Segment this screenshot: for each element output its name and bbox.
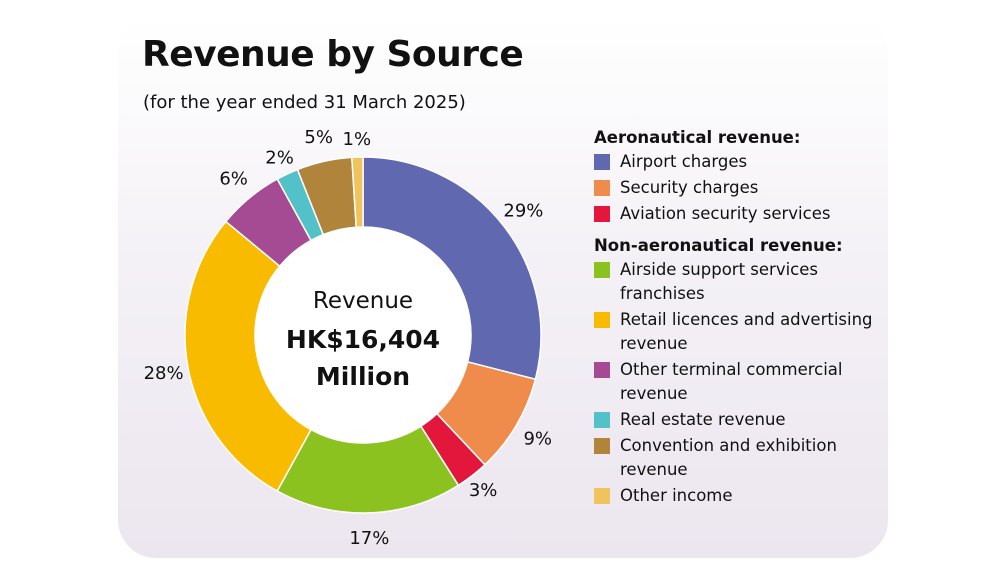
legend-label: Other income (620, 486, 733, 505)
legend-swatch (594, 312, 610, 328)
legend-item: Retail licences and advertising revenue (594, 308, 884, 356)
center-line-2: HK$16,404 (286, 325, 440, 354)
legend-swatch (594, 180, 610, 196)
legend-label: Retail licences and advertising revenue (620, 310, 873, 353)
legend-label: Convention and exhibition revenue (620, 436, 837, 479)
legend-label: Aviation security services (620, 204, 831, 223)
legend-item: Other income (594, 484, 884, 508)
legend-label: Airport charges (620, 152, 748, 171)
legend-swatch (594, 488, 610, 504)
legend: Aeronautical revenue: Airport charges Secu… (594, 126, 884, 510)
slice-label-2: 3% (469, 480, 498, 501)
legend-group-title: Aeronautical revenue: (594, 128, 801, 147)
slice-label-0: 29% (503, 201, 543, 222)
legend-item: Security charges (594, 176, 884, 200)
legend-item: Airside support services franchises (594, 258, 884, 306)
legend-label: Airside support services franchises (620, 260, 818, 303)
slice-label-8: 1% (343, 129, 372, 150)
slice-label-1: 9% (523, 428, 552, 449)
slice-label-4: 28% (144, 363, 184, 384)
legend-item: Airport charges (594, 150, 884, 174)
chart-subtitle: (for the year ended 31 March 2025) (143, 92, 466, 113)
legend-item: Convention and exhibition revenue (594, 434, 884, 482)
legend-group-title: Non-aeronautical revenue: (594, 236, 843, 255)
donut-hole (255, 227, 471, 443)
legend-label: Real estate revenue (620, 410, 786, 429)
slice-label-3: 17% (349, 528, 389, 549)
legend-item: Other terminal commercial revenue (594, 358, 884, 406)
legend-item: Real estate revenue (594, 408, 884, 432)
center-line-1: Revenue (313, 288, 413, 314)
center-line-3: Million (316, 362, 410, 391)
slice-label-7: 5% (304, 127, 333, 148)
center-text: Revenue HK$16,404 Million (286, 288, 440, 391)
legend-group-0: Aeronautical revenue: Airport charges Secu… (594, 126, 884, 226)
chart-title: Revenue by Source (142, 34, 524, 75)
legend-label: Other terminal commercial revenue (620, 360, 843, 403)
legend-group-1: Non-aeronautical revenue: Airside support… (594, 234, 884, 508)
legend-label: Security charges (620, 178, 759, 197)
legend-swatch (594, 362, 610, 378)
legend-swatch (594, 438, 610, 454)
legend-swatch (594, 206, 610, 222)
slice-label-5: 6% (219, 169, 248, 190)
slice-label-6: 2% (265, 148, 294, 169)
legend-swatch (594, 154, 610, 170)
legend-swatch (594, 412, 610, 428)
legend-item: Aviation security services (594, 202, 884, 226)
legend-swatch (594, 262, 610, 278)
slice-labels: 29% 9% 3% 17% 28% 6% 2% 5% 1% (144, 127, 552, 549)
